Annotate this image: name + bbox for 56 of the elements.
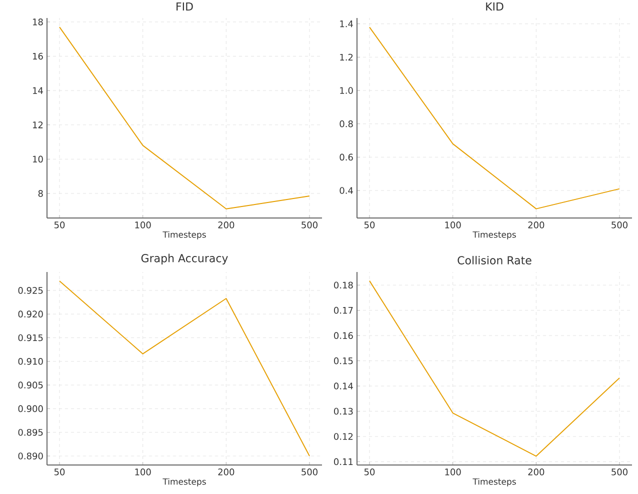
x-axis-title: Timesteps <box>162 231 206 240</box>
y-tick-label: 0.13 <box>334 408 353 415</box>
x-tick-label: 100 <box>135 468 151 476</box>
y-tick-label: 0.17 <box>334 306 353 314</box>
x-axis-title: Timesteps <box>472 478 516 486</box>
line-series <box>59 280 310 456</box>
y-tick-label: 16 <box>33 52 43 60</box>
chart-title: Collision Rate <box>458 256 532 264</box>
x-tick-label: 500 <box>612 222 628 228</box>
y-tick-label: 0.900 <box>18 405 43 412</box>
x-tick-label: 200 <box>218 468 234 476</box>
y-tick-label: 0.12 <box>334 433 353 440</box>
x-tick-label: 50 <box>54 222 65 228</box>
y-tick-label: 0.890 <box>18 452 43 460</box>
y-tick-label: 14 <box>33 87 43 94</box>
x-tick-label: 500 <box>612 468 628 476</box>
y-tick-label: 0.920 <box>18 310 43 318</box>
chart-title: KID <box>486 2 504 10</box>
x-axis-title: Timesteps <box>472 231 516 240</box>
y-tick-label: 0.8 <box>340 120 353 128</box>
y-tick-label: 1.0 <box>340 87 353 94</box>
y-tick-label: 0.15 <box>334 357 353 364</box>
y-tick-label: 1.4 <box>340 20 353 28</box>
x-tick-label: 50 <box>364 222 375 228</box>
x-tick-label: 500 <box>302 222 318 228</box>
y-tick-label: 0.6 <box>340 154 353 161</box>
chart-title: Graph Accuracy <box>141 254 228 264</box>
y-tick-label: 0.18 <box>334 282 353 289</box>
x-tick-label: 100 <box>445 222 461 228</box>
x-axis-title: Timesteps <box>162 478 206 486</box>
y-tick-label: 0.905 <box>18 382 43 388</box>
y-tick-label: 0.910 <box>18 358 43 365</box>
chart-title: FID <box>176 2 193 10</box>
x-tick-label: 50 <box>364 468 375 476</box>
x-tick-label: 100 <box>445 468 461 476</box>
y-tick-label: 0.16 <box>334 332 353 339</box>
y-tick-label: 12 <box>33 122 43 128</box>
y-tick-label: 0.14 <box>334 382 353 390</box>
y-tick-label: 0.4 <box>340 187 353 194</box>
x-tick-label: 50 <box>54 468 65 476</box>
y-tick-label: 1.2 <box>340 54 353 60</box>
y-tick-label: 0.915 <box>18 334 43 342</box>
y-tick-label: 0.925 <box>18 287 43 294</box>
x-tick-label: 500 <box>302 468 318 476</box>
x-tick-label: 200 <box>528 222 544 228</box>
y-tick-label: 0.895 <box>18 428 43 436</box>
line-series <box>59 26 310 210</box>
line-series <box>369 26 620 210</box>
x-tick-label: 100 <box>135 222 151 228</box>
y-tick-label: 10 <box>33 156 43 163</box>
y-tick-label: 18 <box>33 18 43 26</box>
y-tick-label: 0.11 <box>334 458 353 466</box>
x-tick-label: 200 <box>528 468 544 476</box>
line-series <box>369 280 620 457</box>
x-tick-label: 200 <box>218 222 234 228</box>
y-tick-label: 8 <box>38 190 43 197</box>
